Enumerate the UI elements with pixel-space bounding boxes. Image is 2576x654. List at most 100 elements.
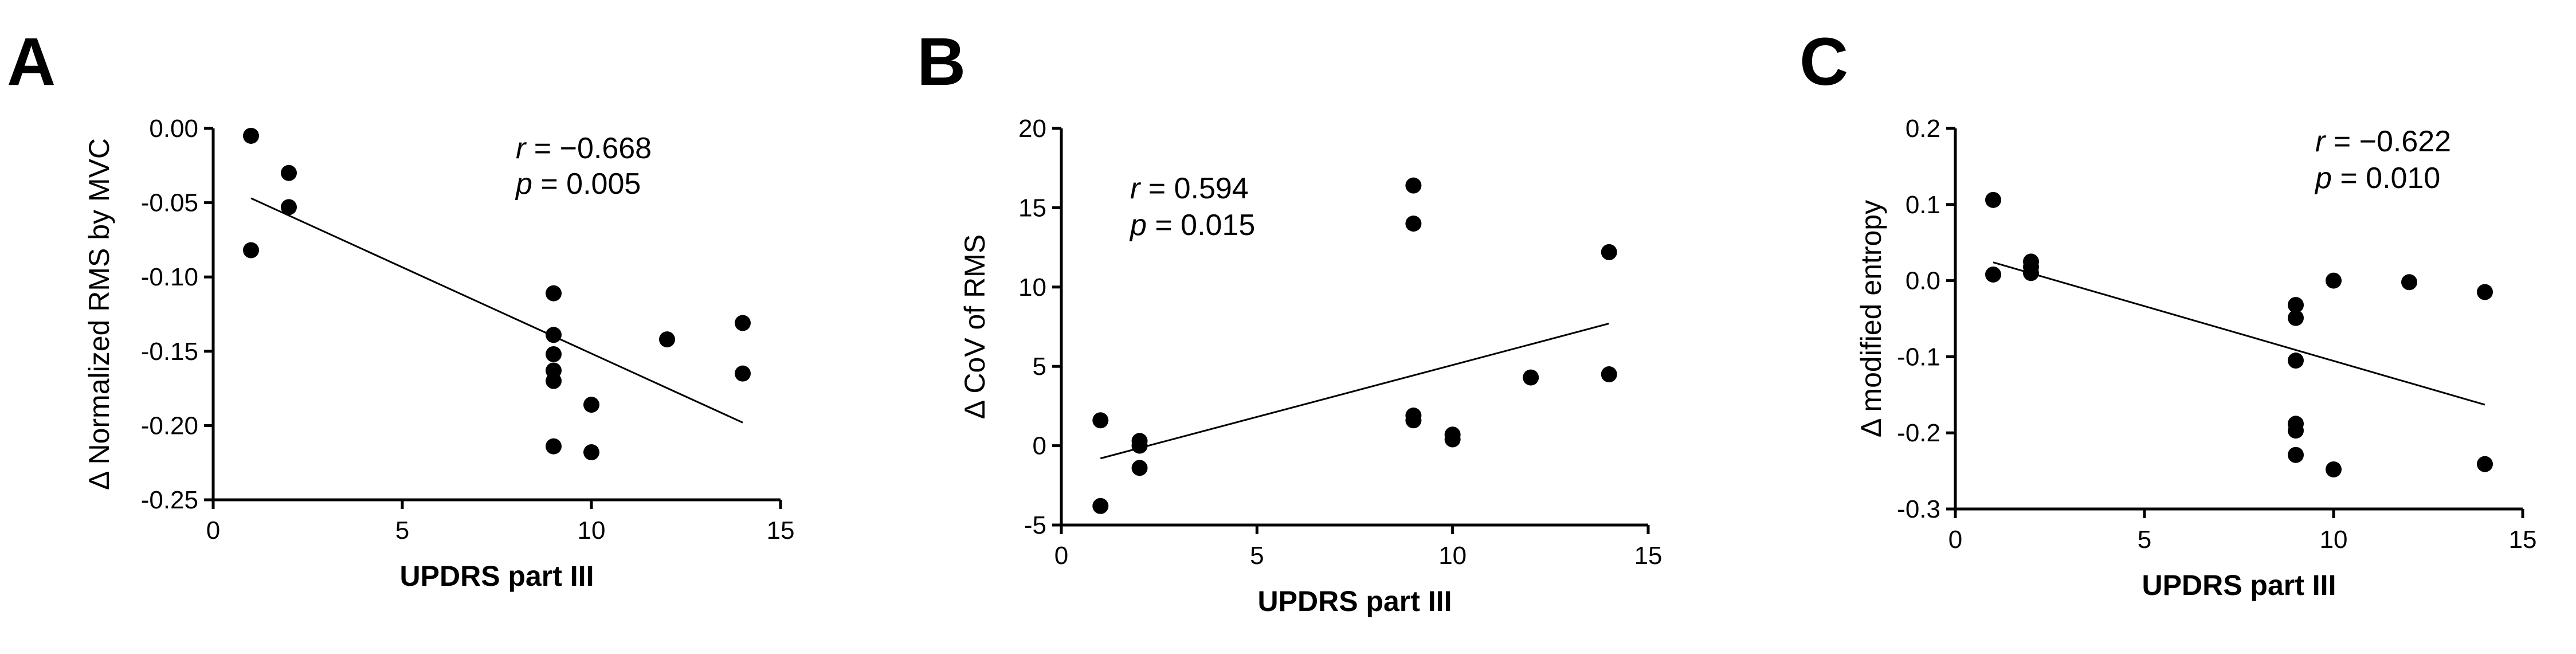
data-point: [2326, 461, 2342, 477]
y-tick-label: 15: [1018, 194, 1046, 222]
y-tick-label: -0.25: [141, 486, 198, 514]
x-axis-title: UPDRS part III: [1258, 585, 1452, 617]
data-point: [1405, 216, 1422, 232]
panel-b: B 20 15 10 5 0 -5 0 5 10 15 UPDRS part III Δ CoV of …: [917, 24, 1662, 617]
data-point: [546, 285, 562, 301]
panel-letter: A: [7, 24, 56, 100]
data-point: [1131, 460, 1148, 476]
p-symbol: p: [515, 167, 532, 201]
y-tick-label: -0.05: [141, 189, 198, 217]
p-value: = 0.015: [1147, 209, 1255, 242]
data-point: [659, 331, 675, 348]
x-tick-label: 10: [2320, 526, 2348, 554]
data-point: [1985, 191, 2001, 208]
data-point: [2477, 456, 2493, 472]
x-axis-title: UPDRS part III: [2142, 569, 2336, 601]
data-point: [2477, 284, 2493, 300]
data-point: [2288, 422, 2304, 439]
data-point: [243, 127, 259, 144]
data-point: [2288, 447, 2304, 463]
data-point: [1985, 266, 2001, 283]
y-tick-label: -0.2: [1897, 419, 1940, 447]
r-symbol: r: [1130, 172, 1142, 205]
panel-c: C 0.2 0.1 0.0 -0.1 -0.2 -0.3 0 5 10 15 UPDRS part I…: [1799, 24, 2536, 601]
data-point: [1131, 437, 1148, 454]
y-axis-title: Δ modified entropy: [1855, 200, 1887, 437]
y-tick-label: 10: [1018, 273, 1046, 301]
regression-line: [1100, 323, 1610, 460]
data-point: [2288, 310, 2304, 326]
y-tick-label: -0.1: [1897, 343, 1940, 371]
data-point: [546, 327, 562, 343]
y-tick-label: -0.3: [1897, 495, 1940, 523]
data-point: [2288, 297, 2304, 314]
x-tick-label: 0: [1054, 542, 1068, 570]
y-tick-label: -5: [1024, 511, 1046, 539]
r-symbol: r: [516, 132, 527, 165]
p-symbol: p: [1129, 209, 1147, 242]
data-point: [1092, 412, 1109, 429]
panel-a: A 0.00 -0.05 -0.10 -0.15 -0.20 -0.25 0 5 10 15 UPDR…: [7, 24, 794, 592]
x-tick-label: 15: [767, 516, 795, 545]
p-value: = 0.010: [2332, 162, 2440, 195]
r-value-annotation: r = −0.622: [2315, 125, 2451, 158]
r-value: = 0.594: [1140, 172, 1248, 205]
data-point: [1405, 177, 1422, 194]
data-point: [2288, 353, 2304, 369]
x-tick-label: 5: [395, 516, 409, 545]
p-value-annotation: p = 0.005: [515, 167, 641, 201]
x-tick-label: 0: [206, 516, 220, 545]
y-tick-label: 5: [1033, 353, 1046, 381]
y-tick-label: 0.1: [1905, 191, 1940, 219]
data-point: [1092, 498, 1109, 514]
x-tick-label: 15: [1634, 542, 1663, 570]
data-point: [1444, 431, 1461, 448]
data-point: [1523, 369, 1539, 386]
data-point: [735, 365, 751, 382]
data-point: [2326, 272, 2342, 289]
y-tick-label: -0.10: [141, 263, 198, 291]
data-point: [281, 165, 297, 181]
x-tick-label: 0: [1948, 526, 1962, 554]
y-tick-label: -0.20: [141, 412, 198, 440]
data-point: [1405, 412, 1422, 429]
data-point: [2401, 274, 2417, 291]
y-axis-title: Δ CoV of RMS: [959, 234, 991, 419]
r-value-annotation: r = 0.594: [1130, 172, 1249, 205]
y-tick-label: 0.00: [149, 115, 198, 143]
data-point: [546, 438, 562, 455]
p-value: = 0.005: [532, 167, 641, 201]
p-symbol: p: [2314, 162, 2332, 195]
data-point: [2023, 265, 2039, 281]
r-value-annotation: r = −0.668: [516, 132, 652, 165]
data-point: [1601, 366, 1617, 383]
y-tick-label: 20: [1018, 115, 1046, 143]
p-value-annotation: p = 0.015: [1129, 209, 1255, 242]
data-point: [735, 315, 751, 331]
regression-line: [250, 197, 743, 424]
data-point: [583, 444, 599, 461]
y-tick-label: 0: [1033, 432, 1046, 460]
y-tick-label: 0.0: [1905, 267, 1940, 295]
x-tick-label: 15: [2509, 526, 2537, 554]
data-point: [583, 397, 599, 413]
x-tick-label: 10: [578, 516, 606, 545]
p-value-annotation: p = 0.010: [2314, 162, 2440, 195]
regression-line: [1993, 261, 2485, 406]
x-axis-title: UPDRS part III: [400, 560, 594, 592]
x-tick-label: 10: [1438, 542, 1467, 570]
data-point: [281, 199, 297, 216]
y-tick-label: -0.15: [141, 338, 198, 366]
r-value: = −0.668: [526, 132, 652, 165]
y-tick-label: 0.2: [1905, 115, 1940, 143]
r-symbol: r: [2315, 125, 2327, 158]
data-point: [243, 242, 259, 259]
x-tick-label: 5: [1250, 542, 1264, 570]
data-point: [546, 373, 562, 389]
x-tick-label: 5: [2138, 526, 2151, 554]
y-axis-title: Δ Normalized RMS by MVC: [83, 138, 115, 490]
panel-letter: C: [1799, 24, 1848, 100]
r-value: = −0.622: [2325, 125, 2451, 158]
panel-letter: B: [917, 24, 966, 100]
